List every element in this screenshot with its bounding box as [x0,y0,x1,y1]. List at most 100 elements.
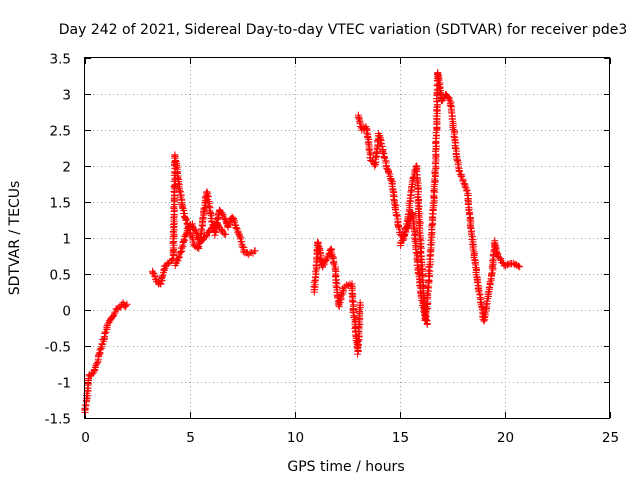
data-point [322,257,330,265]
data-point [391,200,399,208]
data-point [469,246,477,254]
y-tick-label: -1.5 [45,412,71,428]
x-tick-label: 25 [602,430,619,446]
data-point [214,222,222,230]
grid [85,58,610,418]
y-tick-label: 0.5 [50,268,71,284]
x-tick-label: 5 [186,430,195,446]
data-point [336,299,344,307]
data-point [379,149,387,157]
data-point [191,227,199,235]
data-point [182,230,190,238]
data-point [421,311,429,319]
data-point [198,226,206,234]
data-point [122,302,130,310]
data-point [384,169,392,177]
data-point [219,211,227,219]
data-point [198,237,206,245]
data-point [356,118,364,126]
data-point [387,176,395,184]
data-point [392,212,400,220]
data-point [251,247,259,255]
x-axis-title: GPS time / hours [287,459,404,475]
data-point [504,261,512,269]
data-point [516,263,524,271]
y-tick-label: 3.5 [50,52,71,68]
data-point [460,180,468,188]
data-point [446,96,454,104]
data-point [356,299,364,307]
data-point [349,309,357,317]
data-point [481,309,489,317]
chart-title: Day 242 of 2021, Sidereal Day-to-day VTE… [59,22,628,38]
data-point [194,243,202,251]
data-point [95,350,103,358]
data-point [197,225,205,233]
data-point [363,129,371,137]
data-point [411,238,419,246]
x-tick-label: 0 [81,430,90,446]
data-point [94,359,102,367]
data-point [409,212,417,220]
data-point [321,260,329,268]
data-point [454,163,462,171]
y-tick-label: -0.5 [45,340,71,356]
data-point [429,199,437,207]
data-point [364,139,372,147]
data-point [97,344,105,352]
data-point [193,230,201,238]
data-point [169,221,177,229]
y-tick-label: 1.5 [50,196,71,212]
data-point [423,320,431,328]
data-point [514,262,522,270]
data-point [232,223,240,231]
data-point [168,256,176,264]
data-point [448,109,456,117]
data-point [195,242,203,250]
data-point [480,313,488,321]
data-point [220,214,228,222]
data-point [349,298,357,306]
data-point [428,210,436,218]
y-tick-label: -1 [58,376,71,392]
data-point [446,101,454,109]
data-point [484,289,492,297]
data-point [229,215,237,223]
data-point [480,317,488,325]
data-point [190,242,198,250]
data-point [488,269,496,277]
data-point [222,230,230,238]
y-tick-label: 0 [62,304,71,320]
data-point [478,304,486,312]
data-point [375,132,383,140]
data-point [343,281,351,289]
data-point [377,139,385,147]
data-point [173,162,181,170]
data-point [123,300,131,308]
y-tick-label: 3 [62,88,71,104]
plot-frame [84,57,610,419]
data-point [178,244,186,252]
y-tick-label: 2.5 [50,124,71,140]
x-tick-label: 15 [392,430,409,446]
data-point [96,346,104,354]
axes: 0 5 10 15 20 25 -1.5 -1 -0.5 0 0.5 1 1.5 2 2.5 3 3.5 [45,52,619,447]
y-axis-title: SDTVAR / TECUs [7,181,23,296]
data-point [425,276,433,284]
data-point [173,169,181,177]
data-point [400,232,408,240]
data-point [328,253,336,261]
data-series [81,69,524,416]
data-point [354,336,362,344]
data-point [488,270,496,278]
data-point [110,312,118,320]
data-point [200,204,208,212]
data-point [424,282,432,290]
data-point [482,301,490,309]
data-point [347,282,355,290]
data-point [414,269,422,277]
data-point [427,236,435,244]
data-point [104,320,112,328]
data-point [372,149,380,157]
